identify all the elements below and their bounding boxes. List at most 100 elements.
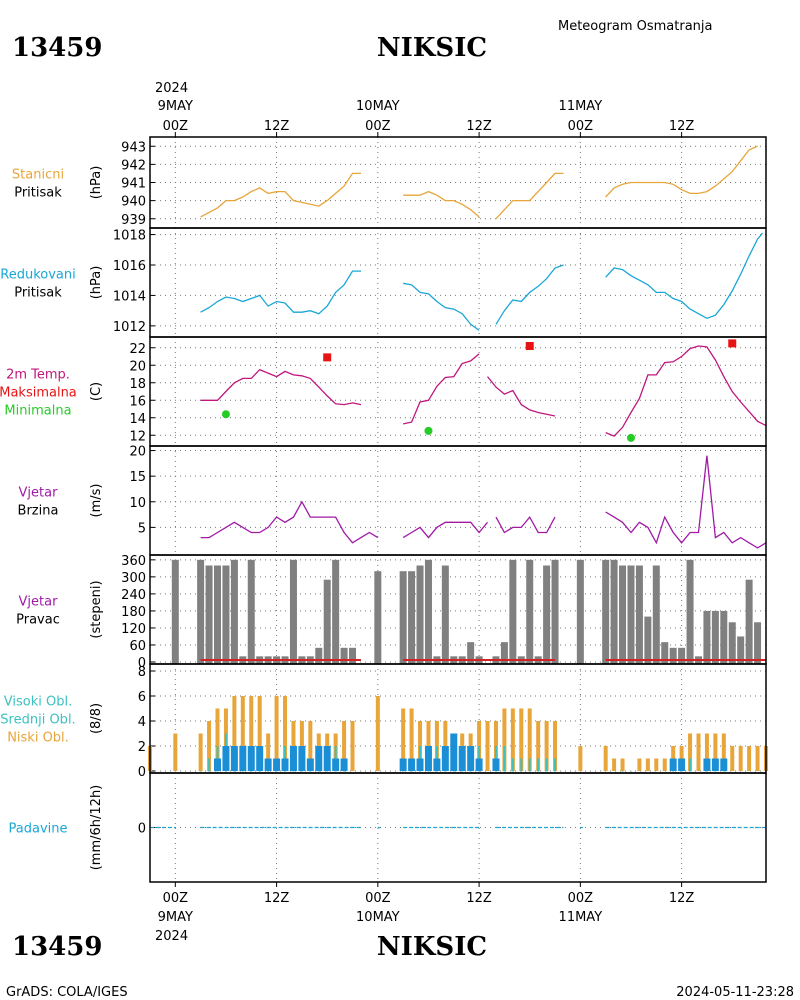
y-tick-label: 15 [129, 470, 146, 485]
low-cloud-bar [662, 758, 667, 771]
wind-direction-bar [720, 610, 728, 664]
panel-label: Redukovani [0, 268, 75, 283]
low-cloud-bar [502, 708, 507, 771]
station-name-bottom: NIKSIC [377, 932, 487, 962]
y-tick-label: 4 [138, 715, 146, 730]
y-axis-label: (hPa) [89, 266, 104, 300]
wind-direction-bar [171, 559, 179, 664]
y-tick-label: 10 [129, 496, 146, 511]
wind-direction-bar [315, 647, 323, 664]
low-cloud-bar [308, 721, 313, 771]
wind-direction-bar [543, 565, 551, 664]
mid-cloud-bar [554, 758, 557, 772]
top-date-label: 11MAY [559, 99, 603, 114]
top-date-label: 10MAY [356, 99, 400, 114]
low-cloud-bar [696, 733, 701, 771]
high-cloud-bar [492, 758, 500, 771]
low-cloud-bar [350, 721, 355, 771]
high-cloud-bar [408, 758, 416, 771]
panel-frame [149, 554, 767, 665]
series-line [605, 345, 767, 437]
y-tick-label: 20 [129, 445, 146, 460]
series-line [495, 172, 564, 220]
low-cloud-bar [485, 721, 490, 771]
y-tick-label: 180 [121, 605, 146, 620]
low-cloud-bar [240, 696, 245, 771]
high-cloud-bar [264, 758, 272, 771]
high-cloud-bar [256, 746, 264, 771]
y-axis-label: (hPa) [89, 166, 104, 200]
y-tick-label: 14 [129, 412, 146, 427]
top-hour-label: 00Z [568, 119, 594, 134]
year-bottom: 2024 [155, 929, 188, 944]
wind-direction-bar [686, 559, 694, 664]
high-cloud-bar [222, 746, 230, 771]
bottom-date-label: 11MAY [559, 910, 603, 925]
low-cloud-bar [730, 746, 735, 771]
panel-frame [149, 227, 767, 338]
wind-direction-bar [323, 579, 331, 664]
panel-label: Pritisak [14, 286, 62, 301]
low-cloud-bar [645, 758, 650, 771]
panel-label: Pritisak [14, 186, 62, 201]
panel-label: Visoki Obl. [4, 695, 72, 710]
wind-direction-bar [332, 559, 340, 664]
panel-label: Pravac [16, 613, 60, 628]
high-cloud-bar [230, 746, 238, 771]
low-cloud-bar [704, 733, 709, 771]
y-tick-label: 20 [129, 359, 146, 374]
panel-label: Stanicni [12, 168, 64, 183]
panel-frame [149, 136, 767, 229]
y-tick-label: 939 [121, 213, 146, 228]
panel-label: Srednji Obl. [0, 713, 75, 728]
high-cloud-bar [703, 758, 711, 771]
top-hour-label: 00Z [163, 119, 189, 134]
panel-frame [149, 336, 767, 447]
high-cloud-bar [332, 758, 340, 771]
top-hour-label: 12Z [264, 119, 290, 134]
low-cloud-bar [274, 696, 279, 771]
high-cloud-bar [399, 758, 407, 771]
panel-label: 2m Temp. [6, 368, 70, 383]
high-cloud-bar [458, 746, 466, 771]
high-cloud-bar [306, 758, 314, 771]
low-cloud-bar [375, 696, 380, 771]
high-cloud-bar [340, 758, 348, 771]
y-tick-label: 300 [121, 571, 146, 586]
wind-direction-bar [374, 571, 382, 664]
wind-direction-bar [678, 647, 686, 664]
wind-direction-bar [576, 559, 584, 664]
series-line [495, 264, 564, 325]
low-cloud-bar [342, 721, 347, 771]
panel-label: Maksimalna [0, 386, 77, 401]
mid-cloud-bar [621, 771, 624, 772]
high-cloud-bar [678, 758, 686, 771]
product-title: Meteogram Osmatranja [558, 19, 712, 34]
high-cloud-bar [298, 746, 306, 771]
software-credit: GrADS: COLA/IGES [6, 985, 128, 1000]
y-tick-label: 16 [129, 394, 146, 409]
y-tick-label: 1012 [113, 320, 146, 335]
high-cloud-bar [467, 746, 475, 771]
wind-direction-bar [737, 636, 745, 664]
high-cloud-bar [239, 746, 247, 771]
wind-direction-bar [745, 579, 753, 664]
high-cloud-bar [323, 746, 331, 771]
bottom-date-label: 10MAY [356, 910, 400, 925]
wind-direction-bar [214, 565, 222, 664]
mid-cloud-bar [689, 758, 692, 772]
mid-cloud-bar [528, 758, 531, 772]
low-cloud-bar [637, 758, 642, 771]
high-cloud-bar [711, 758, 719, 771]
wind-direction-bar [441, 565, 449, 664]
y-tick-label: 22 [129, 342, 146, 357]
mid-cloud-bar [629, 771, 632, 772]
wind-direction-bar [652, 565, 660, 664]
wind-direction-bar [500, 642, 508, 664]
y-tick-label: 12 [129, 429, 146, 444]
wind-direction-bar [551, 559, 559, 664]
low-cloud-bar [510, 708, 515, 771]
wind-direction-bar [289, 559, 297, 664]
y-tick-label: 6 [138, 690, 146, 705]
wind-direction-bar [230, 559, 238, 664]
